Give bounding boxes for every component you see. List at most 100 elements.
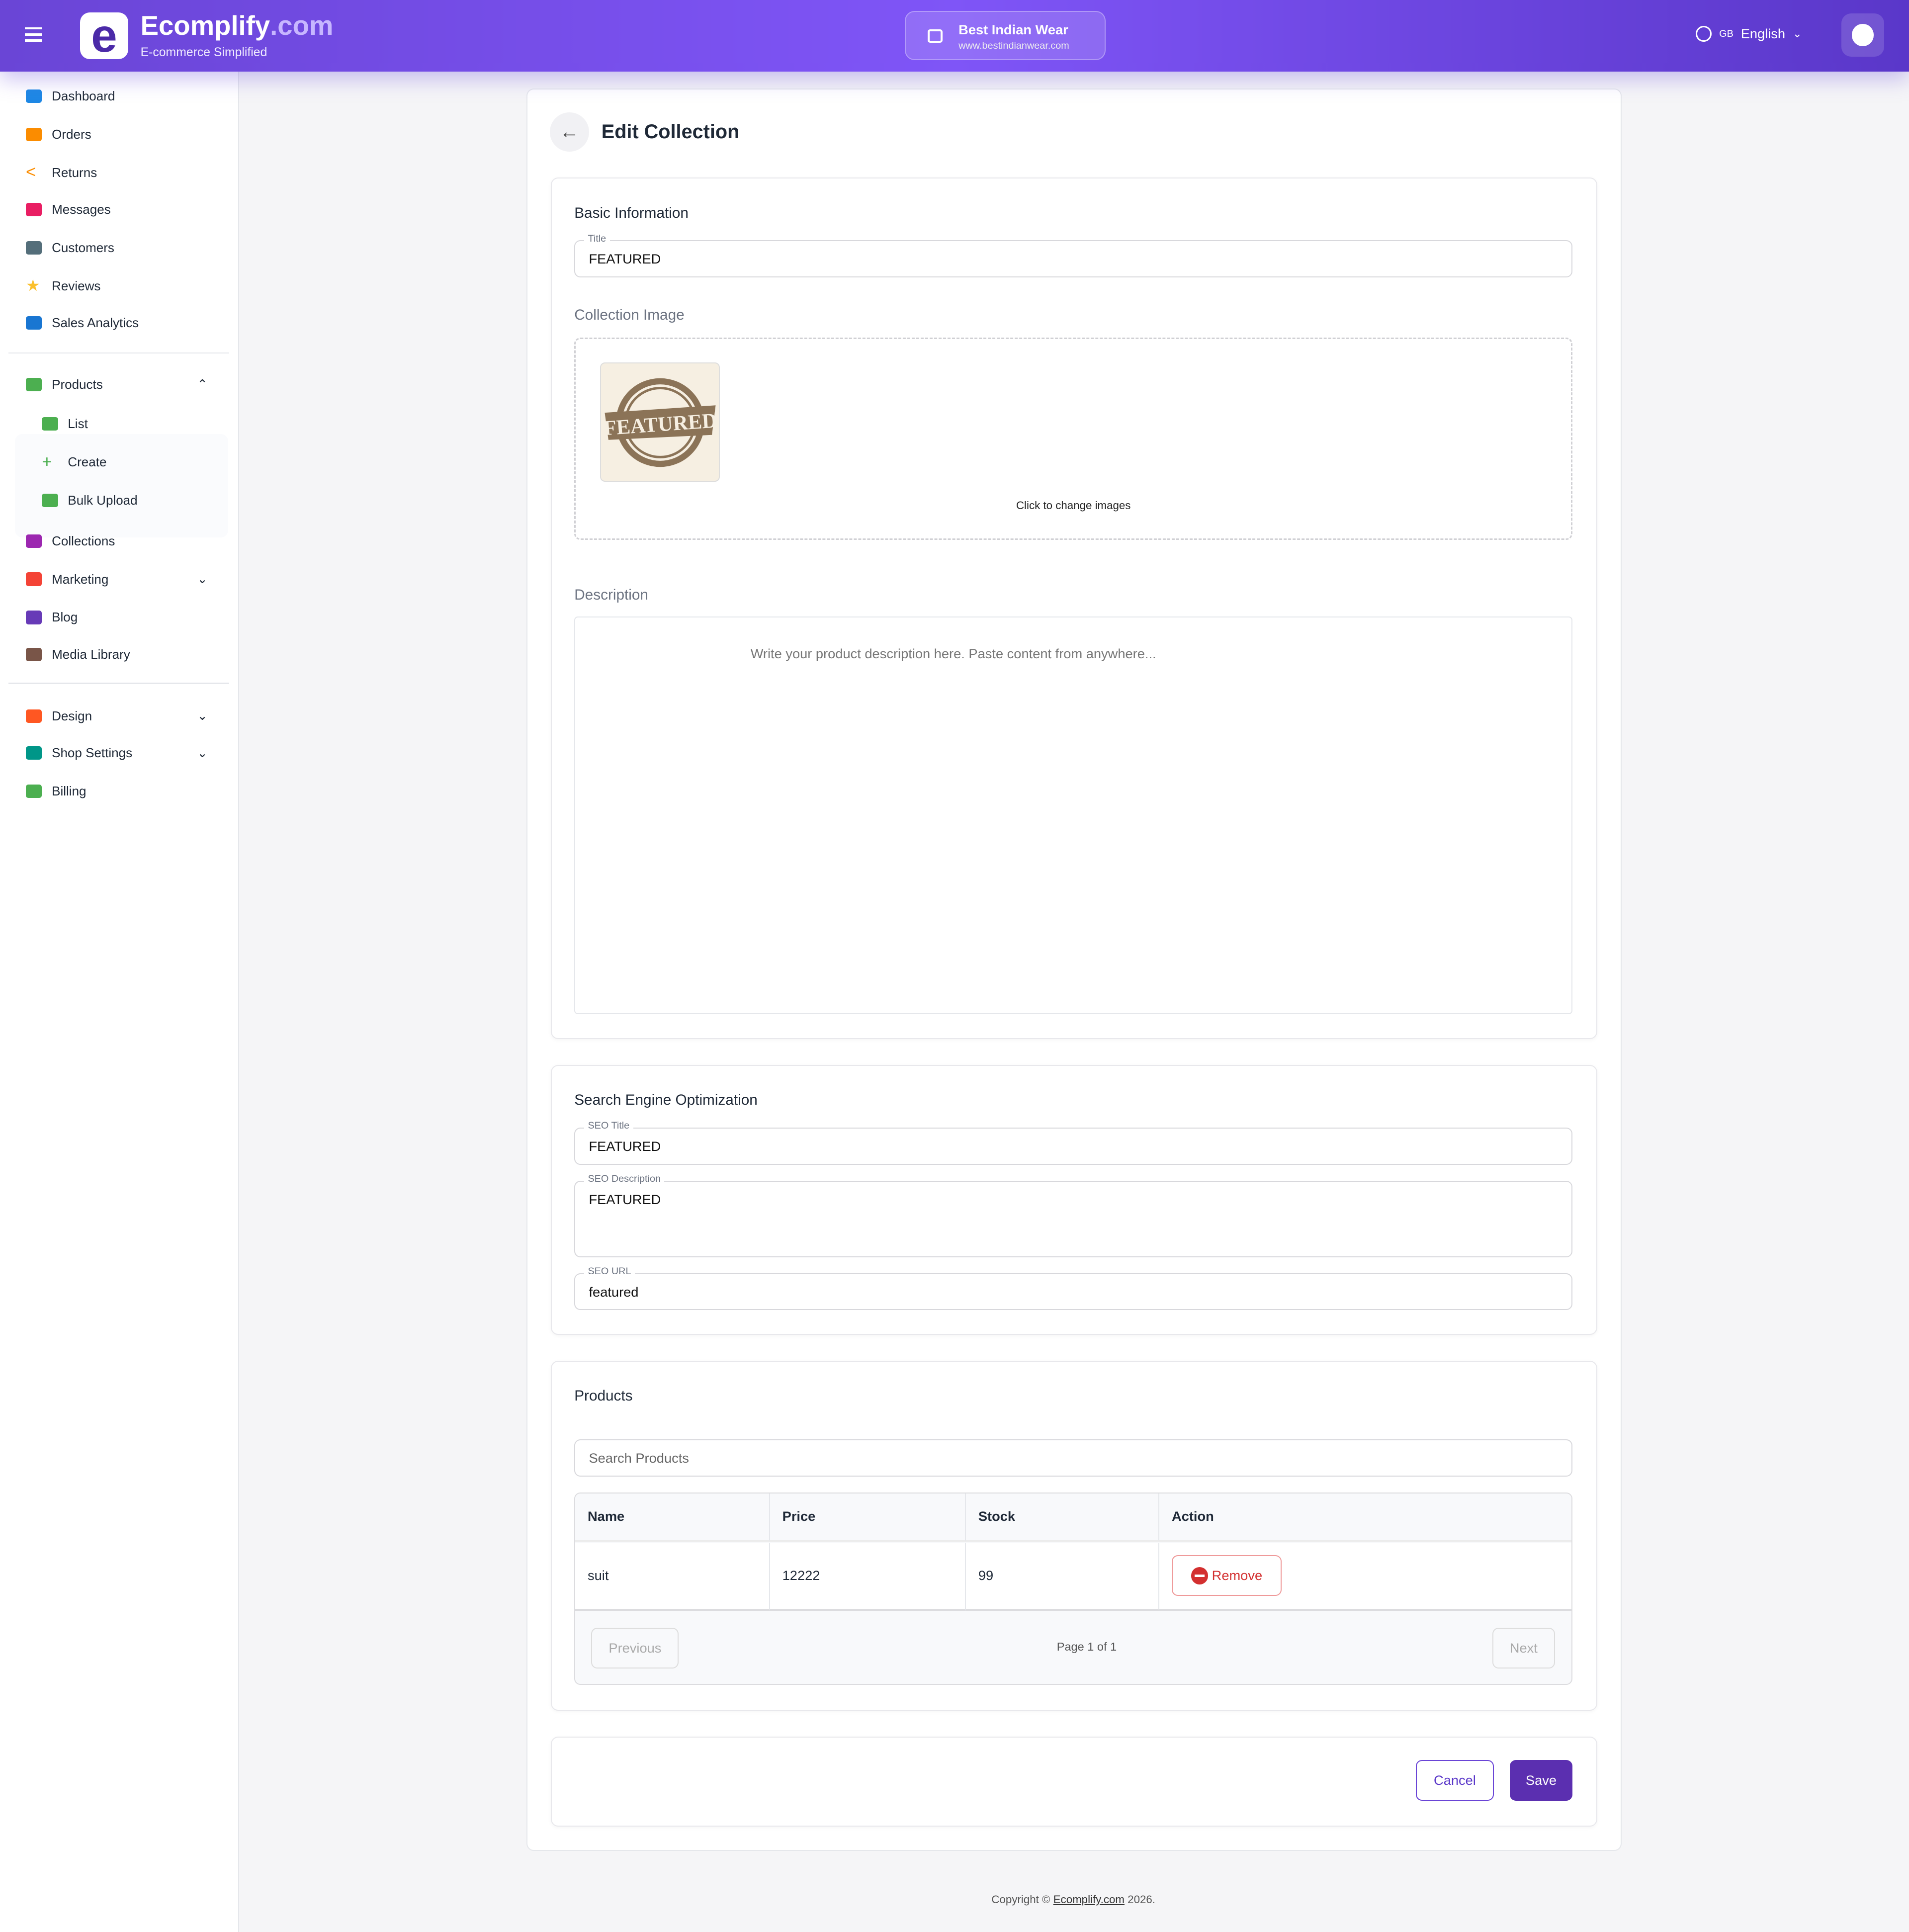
sidebar-item-media-library[interactable]: Media Library [0, 636, 239, 673]
seo-url-input[interactable]: featured [574, 1273, 1573, 1311]
sidebar: Dashboard Orders < Returns Messages Customers… [0, 71, 239, 1932]
archive-icon [42, 417, 58, 431]
user-avatar-button[interactable] [1841, 13, 1885, 57]
footer: Copyright © Ecomplify.com 2026. [0, 1893, 1909, 1906]
cell-price: 12222 [770, 1543, 966, 1611]
sidebar-item-messages[interactable]: Messages [0, 191, 239, 228]
section-heading: Products [574, 1388, 633, 1405]
collections-icon [26, 534, 42, 548]
store-url: www.bestindianwear.com [958, 40, 1069, 52]
sidebar-item-label: Collections [52, 533, 115, 548]
cancel-button[interactable]: Cancel [1416, 1760, 1494, 1801]
chevron-left-icon: < [26, 163, 36, 182]
store-icon [26, 746, 42, 760]
brand-suffix: .com [270, 10, 334, 41]
sidebar-item-label: List [68, 416, 88, 432]
section-heading: Search Engine Optimization [574, 1092, 758, 1109]
sidebar-item-label: Billing [52, 784, 87, 798]
chevron-down-icon[interactable]: ⌄ [197, 709, 208, 723]
tagline: E-commerce Simplified [140, 45, 267, 59]
sidebar-item-label: Dashboard [52, 88, 115, 103]
featured-badge-image: FEATURED [603, 378, 718, 467]
flag: GB [1719, 28, 1734, 39]
sidebar-item-blog[interactable]: Blog [0, 599, 239, 636]
cell-action: Remove [1159, 1543, 1572, 1611]
column-header-price[interactable]: Price [770, 1493, 966, 1542]
seo-title-label: SEO Title [584, 1120, 633, 1132]
seo-description-input[interactable]: FEATURED [574, 1180, 1573, 1257]
back-button[interactable]: ← [549, 112, 589, 152]
image-dropzone[interactable] [574, 338, 1573, 540]
collection-image-heading: Collection Image [574, 307, 685, 324]
sidebar-item-design[interactable]: Design ⌄ [0, 698, 239, 734]
sidebar-item-orders[interactable]: Orders [0, 116, 239, 153]
change-images-hint: Click to change images [1016, 499, 1131, 512]
products-submenu [14, 434, 228, 537]
column-header-action: Action [1159, 1493, 1572, 1542]
description-placeholder: Write your product description here. Pas… [750, 645, 1156, 661]
sidebar-item-create[interactable]: + Create [0, 443, 239, 480]
language-selector[interactable]: GB English ⌄ [1696, 26, 1802, 42]
sidebar-item-reviews[interactable]: ★ Reviews [0, 267, 239, 304]
seo-url-label: SEO URL [584, 1265, 635, 1277]
column-header-stock[interactable]: Stock [966, 1493, 1160, 1542]
seo-title-input[interactable]: FEATURED [574, 1128, 1573, 1165]
divider [8, 352, 230, 354]
store-icon [928, 29, 943, 43]
collection-image-thumbnail[interactable]: FEATURED [600, 362, 720, 482]
dashboard-icon [26, 89, 42, 103]
account-icon [1851, 24, 1874, 46]
globe-icon [1696, 26, 1712, 42]
save-button[interactable]: Save [1509, 1760, 1573, 1801]
seo-section [551, 1064, 1597, 1335]
chevron-down-icon: ⌄ [1792, 27, 1802, 40]
sidebar-item-products[interactable]: Products ⌃ [0, 366, 239, 403]
sidebar-item-label: Design [52, 708, 92, 723]
remove-button[interactable]: Remove [1172, 1555, 1282, 1596]
sidebar-item-billing[interactable]: Billing [0, 773, 239, 809]
sidebar-item-label: Orders [52, 126, 91, 142]
sidebar-item-list[interactable]: List [0, 406, 239, 442]
next-button[interactable]: Next [1492, 1628, 1555, 1669]
sidebar-item-shop-settings[interactable]: Shop Settings ⌄ [0, 734, 239, 771]
sidebar-item-bulk-upload[interactable]: Bulk Upload [0, 482, 239, 519]
megaphone-icon [26, 572, 42, 586]
sidebar-item-returns[interactable]: < Returns [0, 154, 239, 191]
title-input[interactable]: FEATURED [574, 240, 1573, 277]
message-icon [26, 202, 42, 217]
archive-icon [26, 377, 42, 392]
sidebar-item-collections[interactable]: Collections [0, 523, 239, 559]
cell-stock: 99 [966, 1543, 1160, 1611]
description-heading: Description [574, 587, 648, 603]
section-heading: Basic Information [574, 204, 689, 221]
copyright-text: Copyright © [991, 1893, 1053, 1906]
sidebar-item-label: Returns [52, 165, 97, 180]
previous-button[interactable]: Previous [591, 1628, 679, 1669]
chevron-down-icon[interactable]: ⌄ [197, 573, 208, 587]
copyright-year: 2026. [1124, 1893, 1155, 1906]
search-products-input[interactable]: Search Products [574, 1439, 1573, 1477]
sidebar-item-dashboard[interactable]: Dashboard [0, 78, 239, 114]
blog-icon [26, 611, 42, 624]
column-header-name[interactable]: Name [575, 1493, 770, 1542]
credit-card-icon [26, 784, 42, 798]
menu-icon[interactable] [24, 27, 42, 42]
basic-information-section [551, 177, 1597, 1039]
chevron-up-icon[interactable]: ⌃ [197, 378, 208, 392]
sidebar-item-label: Media Library [52, 646, 130, 662]
page-title: Edit Collection [601, 120, 740, 143]
sidebar-item-label: Create [68, 454, 107, 470]
media-icon [26, 647, 42, 661]
seo-description-label: SEO Description [584, 1173, 665, 1185]
remove-circle-icon [1191, 1567, 1209, 1584]
logo[interactable]: e [80, 12, 128, 59]
store-switcher[interactable]: Best Indian Wear www.bestindianwear.com [904, 11, 1106, 61]
palette-icon [26, 709, 42, 723]
sidebar-item-marketing[interactable]: Marketing ⌄ [0, 561, 239, 598]
description-editor[interactable] [574, 616, 1573, 1015]
chevron-down-icon[interactable]: ⌄ [197, 746, 208, 760]
sidebar-item-sales-analytics[interactable]: Sales Analytics [0, 304, 239, 341]
sidebar-item-customers[interactable]: Customers [0, 229, 239, 266]
sidebar-item-label: Products [52, 376, 103, 392]
footer-link[interactable]: Ecomplify.com [1053, 1893, 1125, 1906]
